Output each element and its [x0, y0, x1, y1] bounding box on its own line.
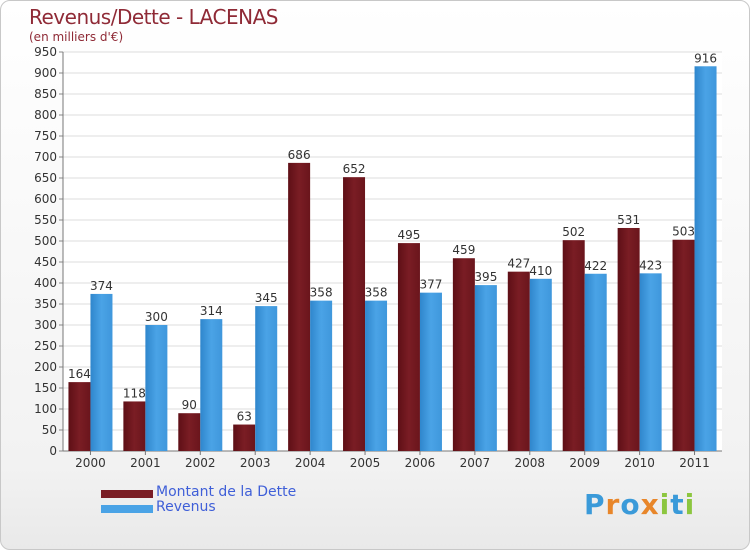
value-label-revenue: 410	[529, 264, 552, 278]
y-tick-label: 400	[34, 276, 57, 290]
y-tick-label: 350	[34, 297, 57, 311]
logo-letter: r	[605, 488, 621, 521]
value-label-revenue: 300	[145, 310, 168, 324]
y-tick-label: 300	[34, 318, 57, 332]
x-tick-label: 2005	[350, 456, 381, 470]
value-label-debt: 118	[123, 386, 146, 400]
bar-revenue	[145, 325, 168, 451]
logo-letter: P	[584, 488, 606, 521]
y-tick-label: 250	[34, 339, 57, 353]
logo-letter: x	[640, 488, 660, 521]
value-label-debt: 164	[68, 367, 91, 381]
value-label-debt: 427	[507, 257, 530, 271]
y-tick-label: 850	[34, 87, 57, 101]
bar-revenue	[310, 300, 333, 451]
legend-label-debt: Montant de la Dette	[156, 484, 297, 500]
x-tick-label: 2002	[185, 456, 216, 470]
value-label-debt: 686	[288, 148, 311, 162]
bar-debt	[562, 240, 585, 451]
y-tick-label: 450	[34, 255, 57, 269]
bar-revenue	[365, 300, 388, 451]
value-label-debt: 459	[452, 243, 475, 257]
bar-debt	[397, 243, 420, 451]
legend-swatch-debt	[101, 490, 153, 498]
y-tick-label: 900	[34, 66, 57, 80]
x-tick-label: 2010	[624, 456, 655, 470]
bar-revenue	[529, 278, 552, 451]
bar-revenue	[90, 293, 113, 451]
value-label-revenue: 422	[584, 259, 607, 273]
value-label-revenue: 377	[420, 278, 443, 292]
bar-revenue	[639, 273, 662, 451]
y-tick-label: 200	[34, 360, 57, 374]
bar-revenue	[419, 292, 442, 451]
bar-revenue	[474, 285, 497, 451]
value-label-debt: 503	[672, 225, 695, 239]
value-label-debt: 652	[343, 162, 366, 176]
y-tick-label: 700	[34, 150, 57, 164]
y-tick-label: 800	[34, 108, 57, 122]
legend-swatch-revenue	[101, 505, 153, 513]
y-tick-label: 0	[49, 444, 57, 458]
bar-revenue	[584, 273, 607, 451]
bar-debt	[233, 424, 256, 451]
x-tick-label: 2011	[679, 456, 710, 470]
x-tick-label: 2007	[460, 456, 491, 470]
chart-subtitle: (en milliers d'€)	[29, 30, 124, 44]
value-label-revenue: 314	[200, 304, 223, 318]
y-tick-label: 600	[34, 192, 57, 206]
logo-letter: o	[620, 488, 641, 521]
value-label-revenue: 423	[639, 258, 662, 272]
value-label-revenue: 345	[255, 291, 278, 305]
bar-debt	[343, 177, 366, 451]
legend-label-revenue: Revenus	[156, 499, 216, 515]
y-tick-label: 500	[34, 234, 57, 248]
bar-debt	[452, 258, 475, 451]
y-tick-label: 550	[34, 213, 57, 227]
y-tick-label: 750	[34, 129, 57, 143]
bar-revenue	[694, 66, 717, 451]
value-label-debt: 90	[182, 398, 197, 412]
value-label-revenue: 358	[310, 286, 333, 300]
logo-letter: i	[659, 488, 671, 521]
x-tick-label: 2001	[130, 456, 161, 470]
value-label-debt: 495	[398, 228, 421, 242]
x-tick-label: 2006	[405, 456, 436, 470]
chart-title: Revenus/Dette - LACENAS	[29, 5, 278, 29]
bar-debt	[617, 227, 640, 451]
value-label-revenue: 358	[365, 286, 388, 300]
y-tick-label: 950	[34, 45, 57, 59]
bar-debt	[123, 401, 146, 451]
value-label-debt: 531	[617, 213, 640, 227]
bar-revenue	[255, 306, 278, 451]
bar-revenue	[200, 319, 223, 451]
plot-area	[63, 52, 722, 451]
logo-letter: i	[684, 488, 696, 521]
value-label-revenue: 374	[90, 279, 113, 293]
x-tick-label: 2004	[295, 456, 326, 470]
x-tick-label: 2000	[75, 456, 106, 470]
value-label-debt: 63	[237, 410, 252, 424]
bar-debt	[507, 271, 530, 451]
proxiti-logo: Proxiti	[584, 488, 695, 521]
y-tick-label: 50	[42, 423, 57, 437]
y-tick-label: 150	[34, 381, 57, 395]
bar-debt	[68, 382, 91, 451]
x-tick-label: 2003	[240, 456, 271, 470]
logo-letter: t	[670, 488, 685, 521]
value-label-debt: 502	[562, 225, 585, 239]
bar-debt	[672, 239, 695, 451]
value-label-revenue: 916	[694, 51, 717, 65]
bar-debt	[288, 162, 311, 451]
bar-debt	[178, 413, 201, 451]
value-label-revenue: 395	[474, 270, 497, 284]
y-tick-label: 100	[34, 402, 57, 416]
x-tick-label: 2008	[515, 456, 546, 470]
y-tick-label: 650	[34, 171, 57, 185]
x-tick-label: 2009	[569, 456, 600, 470]
